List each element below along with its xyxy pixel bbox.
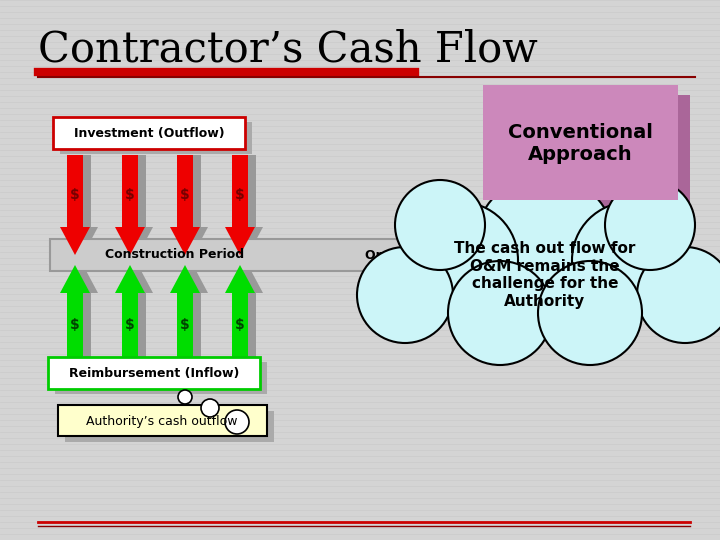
- Text: $: $: [125, 318, 135, 332]
- FancyArrow shape: [170, 155, 200, 255]
- FancyArrow shape: [178, 265, 208, 365]
- FancyBboxPatch shape: [60, 122, 252, 154]
- FancyArrow shape: [68, 265, 98, 365]
- Text: $: $: [180, 188, 190, 202]
- Text: Contractor’s Cash Flow: Contractor’s Cash Flow: [38, 29, 538, 71]
- Circle shape: [402, 202, 518, 318]
- Text: The cash out flow for
O&M remains the
challenge for the
Authority: The cash out flow for O&M remains the ch…: [454, 241, 636, 308]
- FancyArrow shape: [225, 265, 255, 365]
- Text: Conventional
Approach: Conventional Approach: [508, 123, 652, 164]
- Circle shape: [475, 175, 615, 315]
- FancyArrow shape: [115, 265, 145, 365]
- Text: Operations Period: Operations Period: [365, 248, 492, 261]
- Text: $: $: [125, 188, 135, 202]
- FancyArrow shape: [225, 155, 255, 255]
- FancyArrow shape: [60, 155, 90, 255]
- FancyBboxPatch shape: [48, 357, 260, 389]
- FancyBboxPatch shape: [58, 405, 267, 436]
- FancyArrow shape: [233, 155, 263, 255]
- Circle shape: [178, 390, 192, 404]
- FancyBboxPatch shape: [53, 117, 245, 149]
- FancyArrow shape: [123, 265, 153, 365]
- FancyBboxPatch shape: [65, 411, 274, 442]
- FancyArrow shape: [68, 155, 98, 255]
- Text: $: $: [180, 318, 190, 332]
- Text: $: $: [70, 318, 80, 332]
- FancyBboxPatch shape: [495, 95, 690, 210]
- Circle shape: [225, 410, 249, 434]
- Circle shape: [201, 399, 219, 417]
- FancyArrow shape: [50, 235, 680, 275]
- FancyArrow shape: [123, 155, 153, 255]
- Text: $: $: [235, 188, 245, 202]
- FancyArrow shape: [170, 265, 200, 365]
- Text: Reimbursement (Inflow): Reimbursement (Inflow): [69, 367, 239, 380]
- Text: Investment (Outflow): Investment (Outflow): [73, 126, 225, 139]
- Circle shape: [637, 247, 720, 343]
- FancyBboxPatch shape: [55, 362, 267, 394]
- Text: Construction Period: Construction Period: [105, 248, 244, 261]
- Circle shape: [395, 180, 485, 270]
- Circle shape: [605, 180, 695, 270]
- Circle shape: [357, 247, 453, 343]
- Text: $: $: [235, 318, 245, 332]
- FancyArrow shape: [115, 155, 145, 255]
- FancyArrow shape: [60, 265, 90, 365]
- Text: $: $: [70, 188, 80, 202]
- Text: Authority’s cash outflow: Authority’s cash outflow: [86, 415, 238, 428]
- FancyBboxPatch shape: [483, 85, 678, 200]
- Circle shape: [538, 261, 642, 365]
- FancyArrow shape: [233, 265, 263, 365]
- Circle shape: [448, 261, 552, 365]
- Circle shape: [572, 202, 688, 318]
- FancyArrow shape: [178, 155, 208, 255]
